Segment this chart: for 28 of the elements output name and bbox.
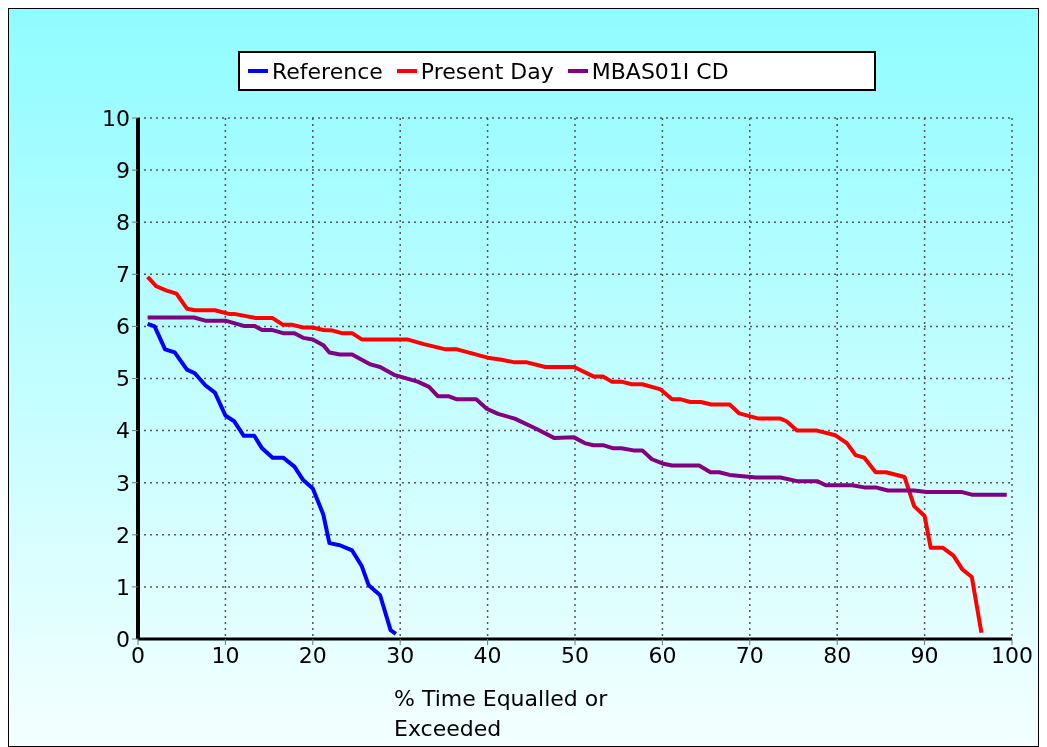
y-tick-label: 10 (102, 105, 130, 131)
y-tick-label: 8 (116, 210, 130, 236)
x-tick-label: 60 (648, 642, 677, 668)
y-tick-label: 1 (116, 574, 130, 600)
y-tick-label: 4 (116, 418, 130, 444)
x-tick-label: 90 (910, 642, 939, 668)
legend-label: Present Day (420, 58, 554, 84)
y-tick-label: 9 (116, 157, 130, 183)
legend-label: Reference (272, 58, 383, 84)
y-tick-label: 0 (116, 626, 130, 652)
x-tick-label: 80 (823, 642, 852, 668)
x-tick-label: 50 (561, 642, 589, 668)
line-series (145, 274, 984, 635)
line-series (145, 321, 398, 636)
y-tick-label: 6 (116, 314, 130, 340)
y-tick-label: 3 (116, 470, 130, 496)
y-tick-label: 5 (116, 366, 130, 392)
x-tick-label: 20 (298, 642, 327, 668)
line-series (145, 315, 1009, 497)
x-tick-label: 70 (735, 642, 764, 668)
legend-label: MBAS01I CD (591, 58, 729, 84)
y-tick-label: 7 (116, 262, 130, 288)
x-tick-label: 100 (991, 642, 1033, 668)
x-axis-title: % Time Equalled or Exceeded (394, 685, 609, 743)
x-tick-label: 30 (386, 642, 415, 668)
x-tick-label: 40 (473, 642, 502, 668)
y-tick-label: 2 (116, 522, 130, 548)
x-tick-label: 10 (211, 642, 240, 668)
